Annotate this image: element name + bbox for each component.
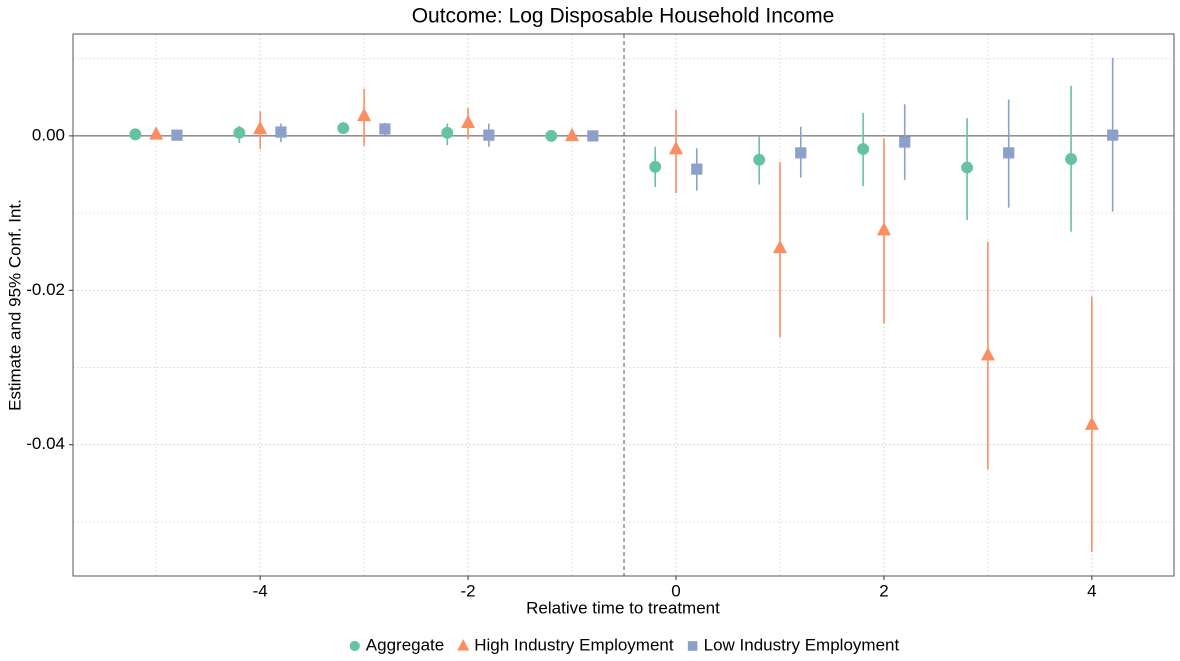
point bbox=[687, 641, 698, 651]
point bbox=[129, 128, 142, 141]
x-tick-label: -2 bbox=[461, 581, 476, 600]
point bbox=[1065, 153, 1078, 166]
point bbox=[1084, 416, 1099, 430]
point bbox=[691, 163, 703, 175]
point bbox=[275, 126, 287, 138]
legend-label: Low Industry Employment bbox=[704, 635, 900, 654]
legend-label: High Industry Employment bbox=[474, 635, 674, 654]
x-tick-label: 2 bbox=[879, 581, 888, 600]
y-tick-label: -0.02 bbox=[26, 280, 65, 299]
point bbox=[349, 640, 360, 652]
point bbox=[171, 129, 183, 141]
point bbox=[379, 123, 391, 135]
point bbox=[461, 114, 476, 129]
point bbox=[149, 126, 164, 140]
point bbox=[441, 126, 454, 139]
y-axis-label: Estimate and 95% Conf. Int. bbox=[5, 199, 24, 411]
point bbox=[753, 153, 766, 166]
legend-label: Aggregate bbox=[366, 635, 444, 654]
point bbox=[649, 160, 662, 173]
series bbox=[149, 88, 1099, 553]
point bbox=[876, 222, 891, 236]
series bbox=[171, 57, 1119, 212]
point bbox=[980, 347, 995, 361]
point bbox=[587, 130, 599, 142]
point bbox=[253, 120, 268, 135]
point bbox=[1107, 129, 1119, 141]
point bbox=[795, 147, 807, 159]
point bbox=[961, 161, 974, 174]
series bbox=[129, 85, 1078, 232]
x-axis-label: Relative time to treatment bbox=[526, 598, 720, 617]
x-tick-label: 0 bbox=[671, 581, 680, 600]
legend: Aggregate High Industry Employment Low Ind… bbox=[349, 635, 900, 654]
point bbox=[483, 129, 495, 141]
point bbox=[669, 140, 684, 155]
point bbox=[857, 143, 870, 155]
plot-border bbox=[72, 33, 1175, 577]
point bbox=[545, 129, 558, 142]
point bbox=[899, 136, 911, 148]
point bbox=[772, 239, 787, 254]
point bbox=[233, 126, 246, 139]
point bbox=[565, 127, 580, 142]
x-tick-label: -4 bbox=[253, 581, 268, 600]
y-tick-label: -0.04 bbox=[26, 434, 65, 453]
point bbox=[357, 107, 372, 122]
x-tick-label: 4 bbox=[1087, 581, 1096, 600]
point bbox=[337, 122, 350, 135]
point bbox=[457, 639, 470, 651]
chart-title: Outcome: Log Disposable Household Income bbox=[412, 5, 835, 28]
y-tick-label: 0.00 bbox=[32, 125, 65, 144]
point bbox=[1003, 147, 1015, 159]
